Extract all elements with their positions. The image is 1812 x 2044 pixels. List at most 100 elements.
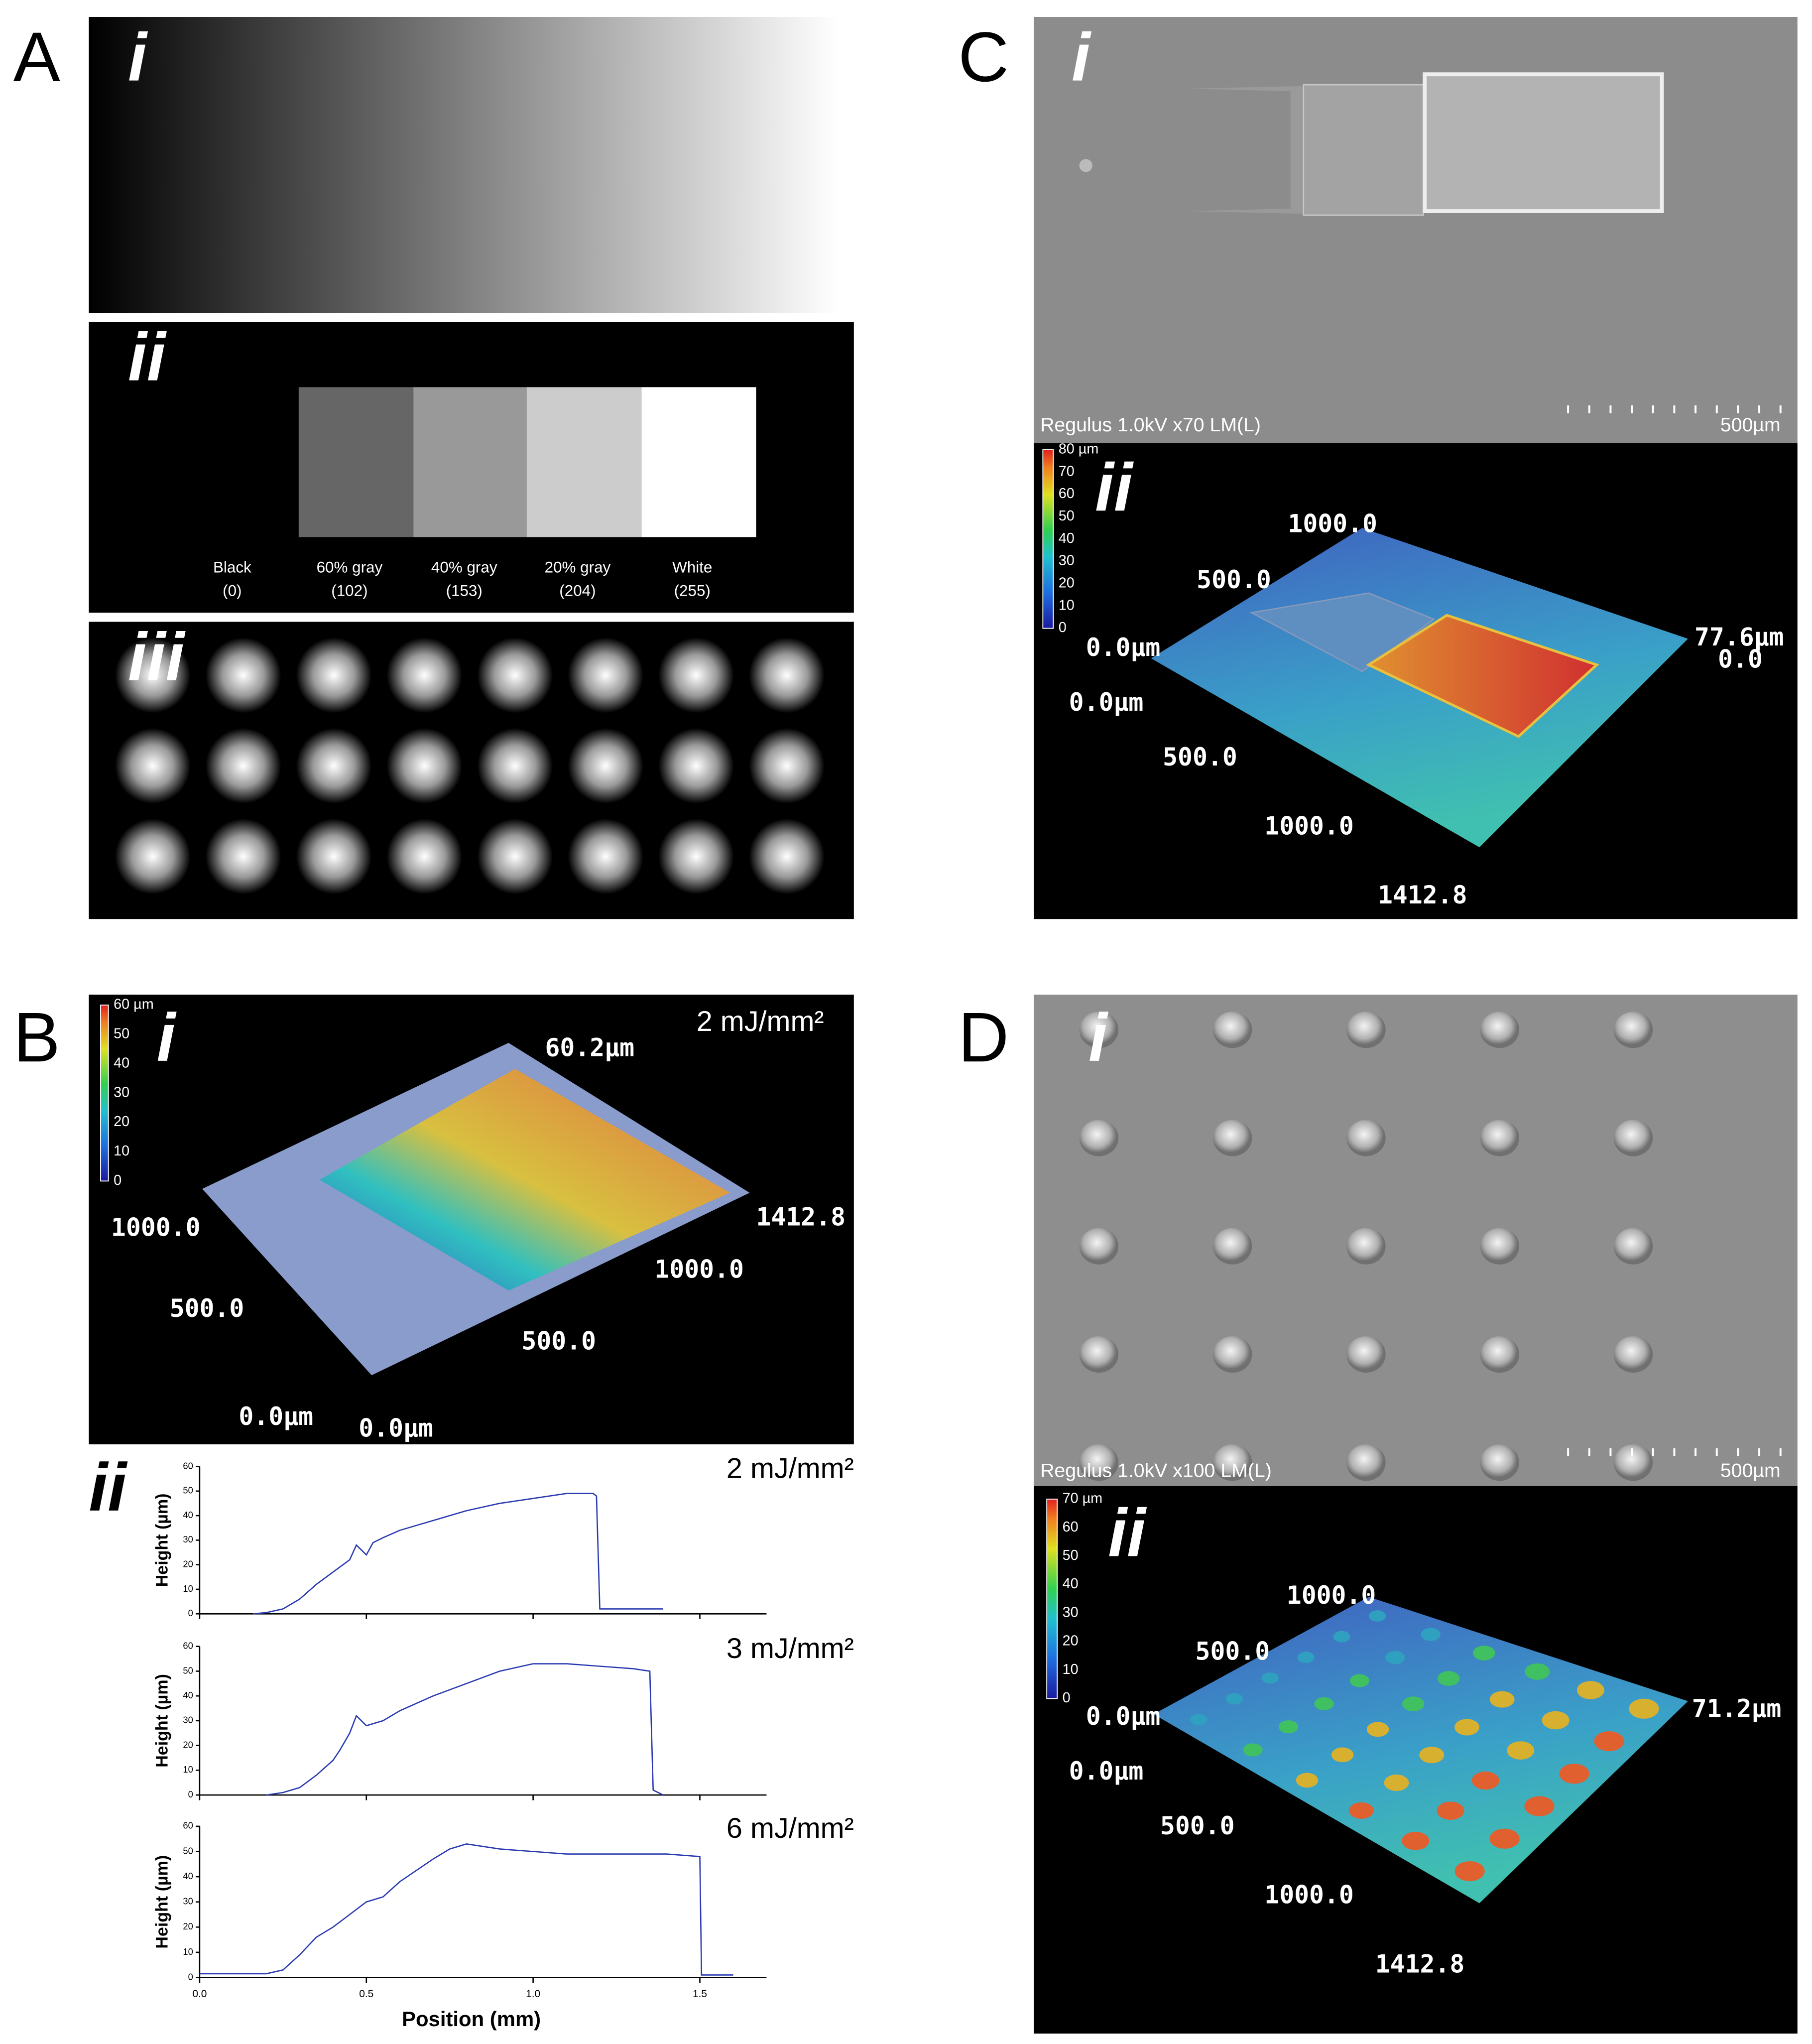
gaussian-dot (749, 637, 825, 713)
axis-3d-label: 500.0 (521, 1326, 596, 1355)
gaussian-dot (568, 818, 644, 894)
gaussian-dot (658, 728, 734, 804)
sem-bump (1212, 1228, 1252, 1265)
axis-3d-label: 60.2µm (545, 1033, 634, 1062)
surface-bump (1489, 1828, 1520, 1849)
gaussian-dot (568, 728, 644, 804)
axis-3d-label: 1000.0 (1287, 1581, 1376, 1610)
swatch-name: White (672, 558, 712, 576)
panel-label: A (13, 17, 60, 96)
gaussian-dot (115, 728, 191, 804)
gaussian-dot (296, 728, 372, 804)
surface-bump (1629, 1698, 1659, 1719)
surface-raised (319, 1069, 730, 1291)
x-tick-label: 0.5 (359, 1988, 373, 2000)
surface-bump (1402, 1696, 1425, 1712)
sem-bump (1480, 1012, 1519, 1048)
colorbar-label: 80 µm (1059, 441, 1099, 457)
sem-bump (1079, 1444, 1119, 1481)
surface-bump (1473, 1646, 1495, 1661)
panel-label: B (13, 998, 60, 1076)
surface-bump (1385, 1651, 1405, 1664)
gaussian-dot (568, 637, 644, 713)
axis-3d-label: 0.0µm (239, 1402, 313, 1431)
surface-bump (1576, 1681, 1604, 1699)
colorbar-label: 20 (1063, 1633, 1079, 1649)
y-tick-label: 10 (183, 1946, 193, 1957)
x-tick-label: 1.0 (526, 1988, 540, 2000)
surface-bump (1454, 1719, 1479, 1736)
gaussian-dot (658, 637, 734, 713)
sem-bump (1079, 1228, 1119, 1265)
gaussian-dot (658, 818, 734, 894)
sem-bump (1480, 1336, 1519, 1373)
surface-bump (1366, 1722, 1389, 1737)
surface-bump (1437, 1801, 1464, 1820)
axis-3d-label: 77.6µm (1694, 623, 1784, 651)
y-tick-label: 60 (183, 1460, 193, 1471)
surface-block (1366, 614, 1599, 738)
surface-bump (1331, 1747, 1354, 1763)
gaussian-dot (477, 728, 553, 804)
gaussian-dot (115, 818, 191, 894)
sub-label: ii (128, 319, 167, 395)
surface-bump (1594, 1731, 1624, 1752)
y-tick-label: 60 (183, 1641, 193, 1651)
colorbar (1042, 449, 1054, 629)
y-tick-label: 40 (183, 1510, 193, 1520)
swatch-code: (255) (674, 582, 711, 600)
axis-3d-label: 500.0 (1197, 565, 1271, 594)
colorbar-label: 0 (1059, 620, 1067, 636)
colorbar-label: 60 µm (114, 997, 154, 1013)
axis-3d-label: 0.0µm (1069, 1757, 1144, 1786)
gray-swatch (641, 387, 756, 537)
y-tick-label: 0 (188, 1971, 193, 1982)
y-tick-label: 40 (183, 1690, 193, 1700)
axis-3d-label: 1000.0 (654, 1255, 744, 1283)
colorbar-label: 10 (1063, 1661, 1079, 1677)
colorbar-label: 20 (114, 1114, 129, 1130)
colorbar-label: 10 (1059, 597, 1075, 613)
sem-bump (1480, 1228, 1519, 1265)
surface-bump (1454, 1861, 1485, 1882)
sem-bump (1346, 1012, 1386, 1048)
axis-3d-label: 0.0µm (1086, 1702, 1161, 1731)
colorbar-label: 60 (1059, 486, 1075, 502)
sem-particle (1079, 159, 1092, 172)
axis-3d-label: 0.0 (1718, 644, 1763, 673)
panel-bg (89, 622, 854, 919)
gaussian-dot (205, 728, 281, 804)
surface-bump (1314, 1697, 1334, 1710)
surface-bump (1489, 1691, 1515, 1708)
swatch-code: (153) (446, 582, 483, 600)
swatch-name: 40% gray (431, 558, 497, 576)
sem-bump (1346, 1120, 1386, 1156)
sem-bump (1613, 1228, 1653, 1265)
axis-3d-label: 500.0 (1163, 743, 1237, 771)
sub-label: i (128, 19, 148, 95)
gray-swatch (526, 387, 642, 537)
axis-3d-label: 1000.0 (111, 1213, 201, 1242)
colorbar-label: 50 (1063, 1547, 1079, 1563)
sub-label: i (1088, 1000, 1109, 1075)
axis-3d-label: 1412.8 (1375, 1949, 1465, 1978)
axis-3d-label: 0.0µm (1069, 688, 1144, 717)
colorbar-label: 30 (1063, 1604, 1079, 1620)
axis-3d-label: 1412.8 (756, 1203, 846, 1232)
x-tick-label: 1.5 (693, 1988, 707, 2000)
colorbar-label: 0 (114, 1172, 121, 1188)
gaussian-dot (296, 818, 372, 894)
surface-bump (1542, 1711, 1570, 1730)
surface-bump (1384, 1774, 1409, 1791)
fluence-label: 2 mJ/mm² (697, 1006, 824, 1037)
surface-bump (1226, 1693, 1243, 1705)
gaussian-dot (477, 637, 553, 713)
colorbar-label: 50 (114, 1025, 129, 1041)
chart-title: 2 mJ/mm² (726, 1453, 854, 1485)
gaussian-dot (749, 818, 825, 894)
surface-bump (1190, 1714, 1208, 1725)
y-tick-label: 50 (183, 1485, 193, 1496)
sem-bump (1613, 1120, 1653, 1156)
surface-bump (1524, 1796, 1555, 1816)
